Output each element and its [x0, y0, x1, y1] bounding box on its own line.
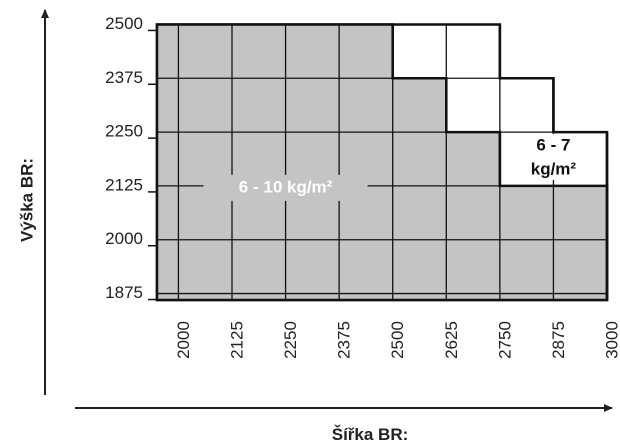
y-tick-label: 2500: [105, 14, 143, 33]
zone-label: 6 - 7: [536, 135, 570, 154]
x-tick-label: 2000: [174, 321, 193, 359]
zone-label: kg/m²: [531, 159, 577, 178]
y-tick-label: 2250: [105, 122, 143, 141]
x-axis-label: Šířka BR:: [332, 425, 409, 444]
y-tick-label: 2375: [105, 68, 143, 87]
x-tick-label: 2875: [549, 321, 568, 359]
label-bg: [203, 174, 368, 201]
x-tick-label: 2250: [281, 321, 300, 359]
x-tick-label: 2375: [335, 321, 354, 359]
label-bg: [519, 133, 588, 180]
x-tick-label: 2500: [388, 321, 407, 359]
x-tick-label: 2750: [495, 321, 514, 359]
y-tick-label: 2125: [105, 175, 143, 194]
x-tick-label: 2125: [227, 321, 246, 359]
x-tick-label: 3000: [602, 321, 620, 359]
y-axis-label: Výška BR:: [17, 158, 36, 242]
zone-label: 6 - 10 kg/m²: [239, 177, 333, 196]
x-tick-label: 2625: [442, 321, 461, 359]
y-tick-label: 1875: [105, 283, 143, 302]
y-tick-label: 2000: [105, 229, 143, 248]
